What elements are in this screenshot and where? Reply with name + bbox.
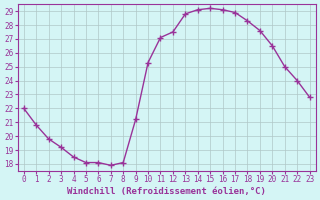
X-axis label: Windchill (Refroidissement éolien,°C): Windchill (Refroidissement éolien,°C): [67, 187, 266, 196]
